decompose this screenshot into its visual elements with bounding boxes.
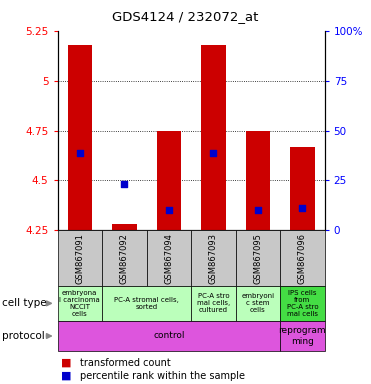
Point	[210, 149, 216, 156]
Text: ■: ■	[61, 358, 72, 368]
Bar	[157, 131, 181, 230]
Text: embryona
l carcinoma
NCCIT
cells: embryona l carcinoma NCCIT cells	[59, 290, 100, 317]
Point	[255, 207, 261, 214]
Text: reprogram
ming: reprogram ming	[279, 326, 326, 346]
Point	[166, 207, 172, 214]
Point	[77, 149, 83, 156]
Text: GSM867094: GSM867094	[164, 233, 173, 284]
Text: ■: ■	[61, 371, 72, 381]
Text: control: control	[153, 331, 184, 341]
Text: GSM867092: GSM867092	[120, 233, 129, 284]
Bar	[201, 45, 226, 230]
Bar	[290, 147, 315, 230]
Text: PC-A stro
mal cells,
cultured: PC-A stro mal cells, cultured	[197, 293, 230, 313]
Text: cell type: cell type	[2, 298, 46, 308]
Text: GSM867091: GSM867091	[75, 233, 84, 284]
Text: IPS cells
from
PC-A stro
mal cells: IPS cells from PC-A stro mal cells	[286, 290, 318, 317]
Text: GSM867095: GSM867095	[253, 233, 262, 284]
Bar	[112, 224, 137, 230]
Text: protocol: protocol	[2, 331, 45, 341]
Text: GSM867093: GSM867093	[209, 233, 218, 284]
Text: transformed count: transformed count	[80, 358, 171, 368]
Bar	[68, 45, 92, 230]
Text: GSM867096: GSM867096	[298, 233, 307, 284]
Text: PC-A stromal cells,
sorted: PC-A stromal cells, sorted	[114, 297, 179, 310]
Point	[299, 205, 305, 212]
Text: embryoni
c stem
cells: embryoni c stem cells	[241, 293, 275, 313]
Text: GDS4124 / 232072_at: GDS4124 / 232072_at	[112, 10, 259, 23]
Point	[121, 181, 127, 187]
Text: percentile rank within the sample: percentile rank within the sample	[80, 371, 245, 381]
Bar	[246, 131, 270, 230]
